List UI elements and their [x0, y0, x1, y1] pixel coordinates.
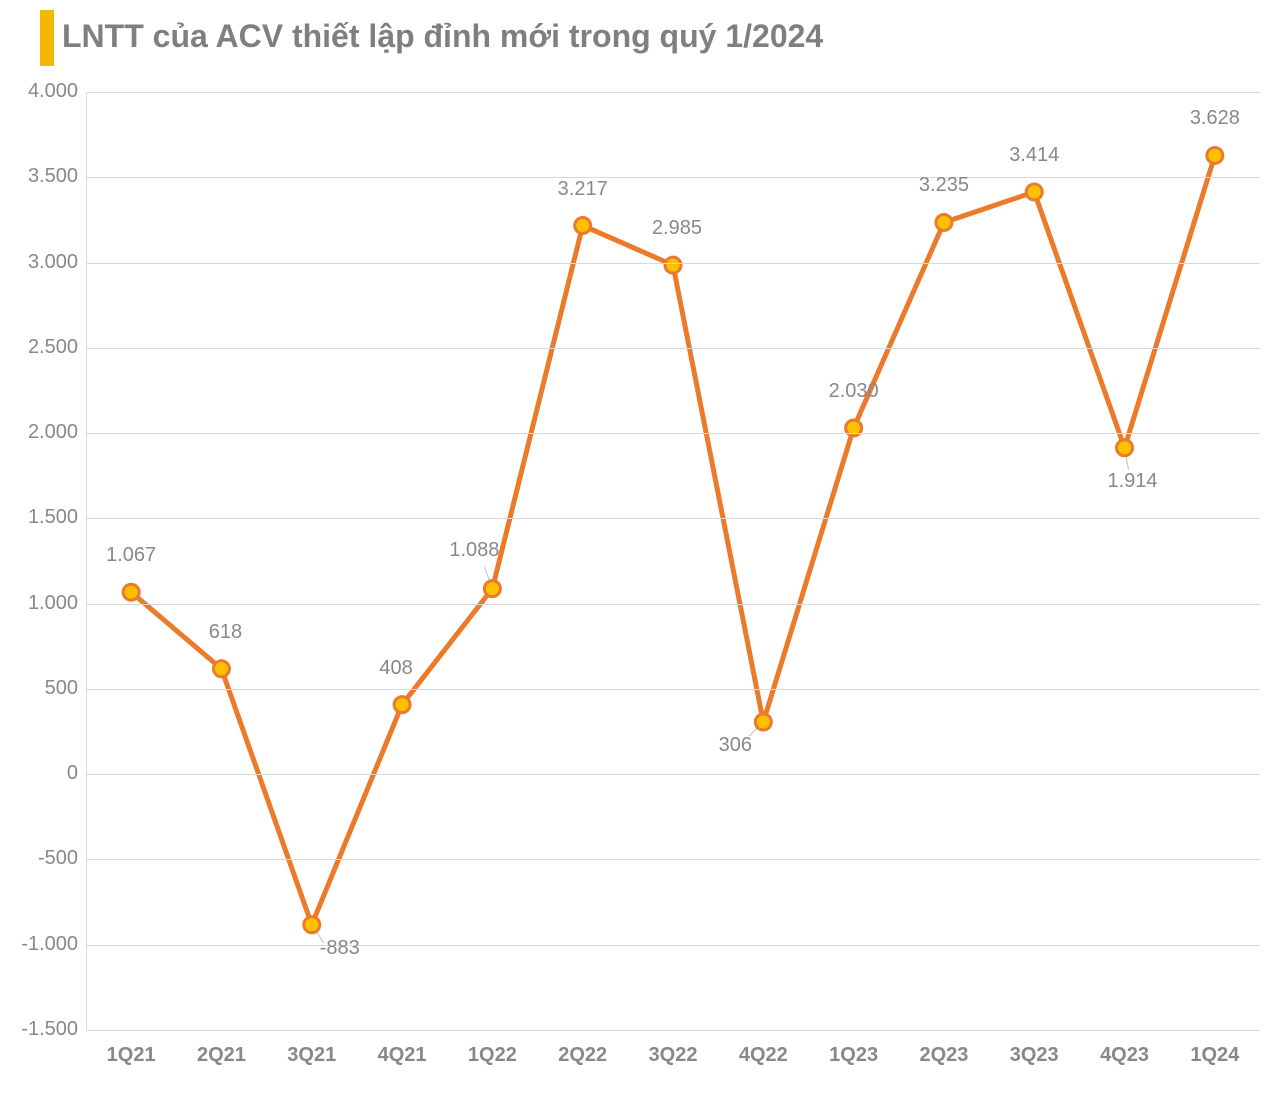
y-tick-label: 2.000 [8, 421, 78, 444]
data-label: -883 [320, 937, 360, 960]
y-tick-label: -1.500 [8, 1018, 78, 1041]
data-marker [484, 581, 500, 597]
data-marker [123, 584, 139, 600]
data-label: 1.914 [1108, 470, 1158, 493]
x-tick-label: 3Q21 [287, 1044, 336, 1067]
plot-area: -1.500-1.000-50005001.0001.5002.0002.500… [86, 92, 1260, 1030]
chart-title: LNTT của ACV thiết lập đỉnh mới trong qu… [62, 18, 823, 55]
x-tick-label: 1Q23 [829, 1044, 878, 1067]
gridline [86, 92, 1260, 93]
data-label: 618 [209, 621, 242, 644]
gridline [86, 604, 1260, 605]
data-marker [1117, 440, 1133, 456]
gridline [86, 945, 1260, 946]
data-label: 408 [379, 657, 412, 680]
x-tick-label: 4Q22 [739, 1044, 788, 1067]
data-label: 2.985 [652, 217, 702, 240]
y-tick-label: -1.000 [8, 933, 78, 956]
x-tick-label: 4Q23 [1100, 1044, 1149, 1067]
data-marker [665, 257, 681, 273]
y-tick-label: 500 [8, 677, 78, 700]
data-label: 3.235 [919, 174, 969, 197]
gridline [86, 859, 1260, 860]
data-label: 2.030 [829, 380, 879, 403]
chart-container: LNTT của ACV thiết lập đỉnh mới trong qu… [0, 0, 1278, 1098]
y-tick-label: 1.500 [8, 506, 78, 529]
gridline [86, 774, 1260, 775]
x-tick-label: 2Q21 [197, 1044, 246, 1067]
gridline [86, 518, 1260, 519]
y-tick-label: 2.500 [8, 336, 78, 359]
x-tick-label: 1Q21 [107, 1044, 156, 1067]
data-label: 3.217 [558, 178, 608, 201]
y-tick-label: 0 [8, 762, 78, 785]
data-marker [575, 218, 591, 234]
y-tick-label: 3.000 [8, 251, 78, 274]
y-tick-label: 3.500 [8, 165, 78, 188]
data-label: 1.088 [449, 539, 499, 562]
x-tick-label: 1Q24 [1190, 1044, 1239, 1067]
data-marker [213, 661, 229, 677]
x-tick-label: 4Q21 [378, 1044, 427, 1067]
data-label: 3.414 [1009, 144, 1059, 167]
data-label: 306 [719, 734, 752, 757]
y-tick-label: 1.000 [8, 592, 78, 615]
data-marker [936, 214, 952, 230]
gridline [86, 1030, 1260, 1031]
x-tick-label: 1Q22 [468, 1044, 517, 1067]
x-tick-label: 2Q22 [558, 1044, 607, 1067]
data-label: 1.067 [106, 544, 156, 567]
y-tick-label: -500 [8, 847, 78, 870]
gridline [86, 177, 1260, 178]
data-marker [1026, 184, 1042, 200]
data-marker [304, 917, 320, 933]
data-marker [755, 714, 771, 730]
gridline [86, 689, 1260, 690]
x-tick-label: 3Q22 [649, 1044, 698, 1067]
x-tick-label: 2Q23 [919, 1044, 968, 1067]
x-tick-label: 3Q23 [1010, 1044, 1059, 1067]
data-marker [1207, 147, 1223, 163]
gridline [86, 348, 1260, 349]
gridline [86, 433, 1260, 434]
data-label: 3.628 [1190, 107, 1240, 130]
title-accent-bar [40, 10, 54, 66]
gridline [86, 263, 1260, 264]
data-marker [394, 697, 410, 713]
y-tick-label: 4.000 [8, 80, 78, 103]
